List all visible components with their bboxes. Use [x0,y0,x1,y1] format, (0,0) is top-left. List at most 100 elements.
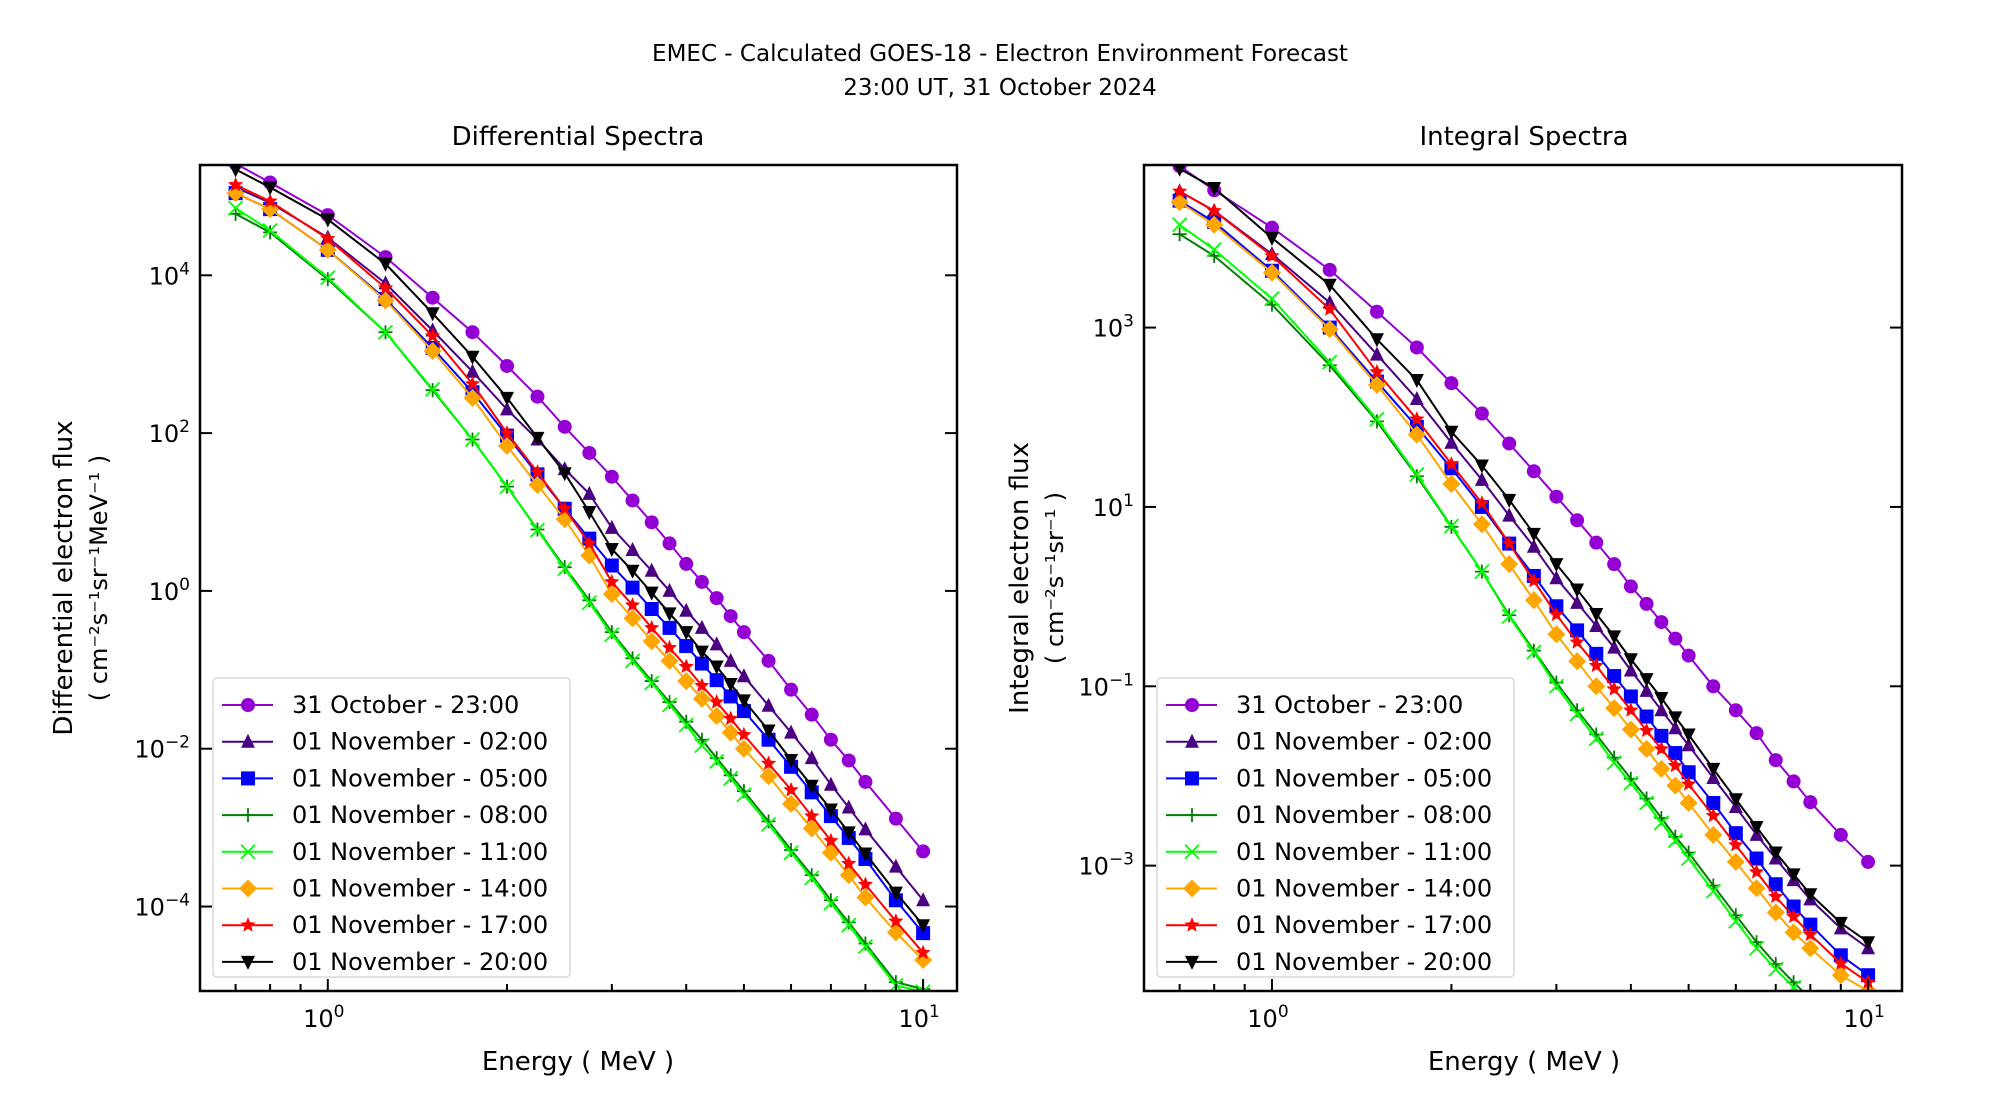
x-axis-label: Energy ( MeV ) [482,1047,674,1077]
data-point [1206,241,1222,258]
data-point [784,843,799,858]
data-point [1726,852,1745,871]
legend-entry: 01 November - 11:00 [1166,838,1492,866]
data-point [1570,623,1585,638]
data-point [736,625,751,640]
legend-marker [241,955,255,970]
data-point [644,515,659,530]
data-point [761,697,776,712]
data-point [1786,774,1801,789]
legend-entry: 01 November - 02:00 [1166,728,1492,756]
data-point [734,739,753,758]
data-point [804,707,819,722]
legend-label: 31 October - 23:00 [1236,691,1463,719]
data-point [723,678,738,693]
data-point [1653,815,1669,831]
data-point [804,750,819,765]
legend-entry: 01 November - 17:00 [222,911,548,939]
legend-label: 01 November - 02:00 [292,728,548,756]
data-point [1369,346,1384,361]
data-point [823,893,838,908]
data-point [644,674,659,689]
data-point [1668,631,1683,646]
data-point [1322,262,1337,277]
data-point [1637,739,1656,758]
legend-entry: 01 November - 20:00 [1166,948,1492,976]
data-point [1654,702,1669,717]
data-point [1607,630,1622,645]
data-point [1706,795,1721,810]
data-point [662,695,677,710]
data-point [1833,955,1849,970]
data-point [1526,538,1541,553]
data-point [320,272,335,287]
data-point [677,672,696,691]
data-point [1784,923,1803,942]
legend-entry: 31 October - 23:00 [1166,691,1463,719]
data-point [1501,535,1517,551]
data-point [1587,677,1606,696]
data-point [1502,436,1517,451]
data-point [581,535,597,550]
data-point [604,625,619,640]
data-point [1681,765,1696,780]
data-point [1728,826,1743,841]
data-point [1833,916,1848,931]
data-point [1681,776,1697,791]
data-point [915,944,931,960]
data-point [1570,583,1585,598]
data-point [1549,570,1564,585]
data-point [736,694,751,709]
data-point [1206,202,1222,218]
data-point [888,913,904,928]
data-point [1472,515,1491,534]
data-point [721,723,740,742]
legend-entry: 01 November - 08:00 [1166,801,1492,829]
data-point [1607,639,1622,654]
data-point [1322,301,1338,316]
legend-marker [1185,771,1199,786]
data-point [1524,591,1543,610]
data-point [679,556,694,571]
data-point [602,585,621,604]
legend-label: 01 November - 17:00 [292,911,548,939]
data-point [1768,961,1784,977]
data-point [723,689,738,704]
legend-marker [240,917,256,932]
plot-area [226,165,933,991]
data-point [1322,358,1337,373]
data-point [424,381,441,397]
data-point [723,768,738,783]
data-point [804,868,819,883]
data-point [1704,825,1723,844]
data-point [644,619,660,635]
data-point [1768,888,1784,904]
data-point [1623,689,1638,704]
data-point [1548,678,1565,694]
data-point [662,582,677,597]
data-point [723,652,738,667]
data-point [320,230,336,246]
data-point [1623,579,1638,594]
data-point [581,595,597,611]
data-point [888,811,903,826]
data-point [1322,354,1338,370]
data-point [1607,669,1622,684]
data-point [1547,625,1566,644]
data-point [1526,644,1542,660]
legend-marker [1183,879,1201,898]
data-point [916,892,931,907]
data-point [1666,776,1685,795]
y-tick-label: 10−3 [1078,850,1134,881]
data-point [759,767,778,786]
data-point [823,803,838,818]
data-point [582,485,597,500]
data-point [823,732,838,747]
data-point [857,939,874,955]
data-point [529,522,546,538]
y-tick-label: 104 [149,259,190,290]
data-point [694,737,710,754]
legend-entry: 01 November - 08:00 [222,801,548,829]
data-point [1706,679,1721,694]
data-point [783,782,799,797]
